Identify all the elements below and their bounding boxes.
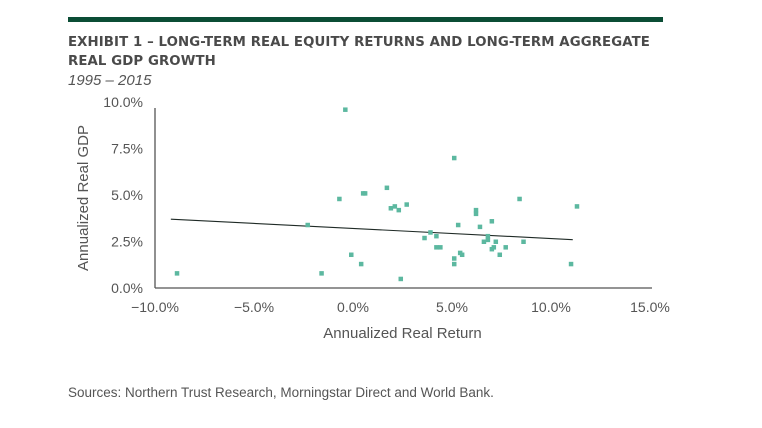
x-tick-label: −5.0% — [234, 299, 274, 315]
data-point — [343, 107, 348, 112]
data-point — [568, 261, 574, 267]
sources-note: Sources: Northern Trust Research, Mornin… — [68, 385, 494, 400]
x-tick-labels: −10.0% −5.0% 0.0% 5.0% 10.0% 15.0% — [131, 299, 670, 315]
x-tick-label: 15.0% — [630, 299, 670, 315]
x-tick-label: 10.0% — [531, 299, 571, 315]
data-point — [396, 207, 402, 213]
x-tick-label: −10.0% — [131, 299, 179, 315]
data-point — [398, 276, 404, 282]
data-point — [349, 252, 354, 258]
data-point — [574, 204, 580, 209]
data-point — [493, 239, 499, 244]
data-point — [517, 196, 522, 202]
y-tick-label: 0.0% — [111, 280, 143, 296]
y-tick-label: 5.0% — [111, 187, 143, 203]
axes — [154, 108, 652, 289]
data-point — [489, 246, 495, 252]
data-point — [473, 211, 479, 217]
data-point — [438, 245, 443, 250]
data-point — [362, 191, 368, 196]
y-tick-label: 7.5% — [111, 141, 143, 157]
y-tick-label: 10.0% — [103, 94, 143, 110]
data-point — [451, 155, 457, 161]
data-point — [422, 235, 427, 241]
data-point — [434, 233, 439, 239]
data-point — [384, 185, 390, 191]
chart-title-line-1: EXHIBIT 1 – LONG-TERM REAL EQUITY RETURN… — [68, 35, 650, 50]
chart-subtitle: 1995 – 2015 — [68, 72, 152, 89]
data-point — [358, 261, 364, 267]
data-point — [489, 219, 495, 224]
data-point — [428, 230, 433, 235]
data-point — [305, 222, 310, 228]
data-point — [388, 206, 394, 211]
data-point — [455, 222, 461, 228]
y-tick-labels: 0.0% 2.5% 5.0% 7.5% 10.0% — [103, 94, 143, 296]
chart-title-line-2: REAL GDP GROWTH — [68, 54, 216, 69]
data-point — [434, 245, 439, 250]
data-point — [497, 252, 503, 258]
data-point — [459, 252, 465, 258]
data-point — [473, 207, 479, 213]
data-point — [319, 271, 324, 276]
data-point — [485, 237, 491, 243]
y-axis-title: Annualized Real GDP — [75, 125, 92, 271]
x-axis-title: Annualized Real Return — [323, 325, 481, 342]
data-point — [404, 202, 409, 207]
data-point — [337, 196, 342, 202]
data-point — [174, 271, 180, 276]
x-tick-label: 5.0% — [436, 299, 468, 315]
trendline — [170, 218, 573, 241]
data-point — [481, 239, 487, 244]
data-point — [392, 204, 398, 209]
data-point — [451, 261, 457, 267]
accent-bar — [68, 17, 663, 22]
data-point — [521, 239, 526, 244]
y-tick-label: 2.5% — [111, 234, 143, 250]
data-point — [503, 245, 508, 250]
data-point — [477, 224, 483, 230]
data-points — [174, 107, 580, 282]
chart-title: EXHIBIT 1 – LONG-TERM REAL EQUITY RETURN… — [68, 33, 678, 71]
data-point — [451, 256, 457, 261]
data-point — [485, 233, 491, 239]
x-tick-label: 0.0% — [337, 299, 369, 315]
